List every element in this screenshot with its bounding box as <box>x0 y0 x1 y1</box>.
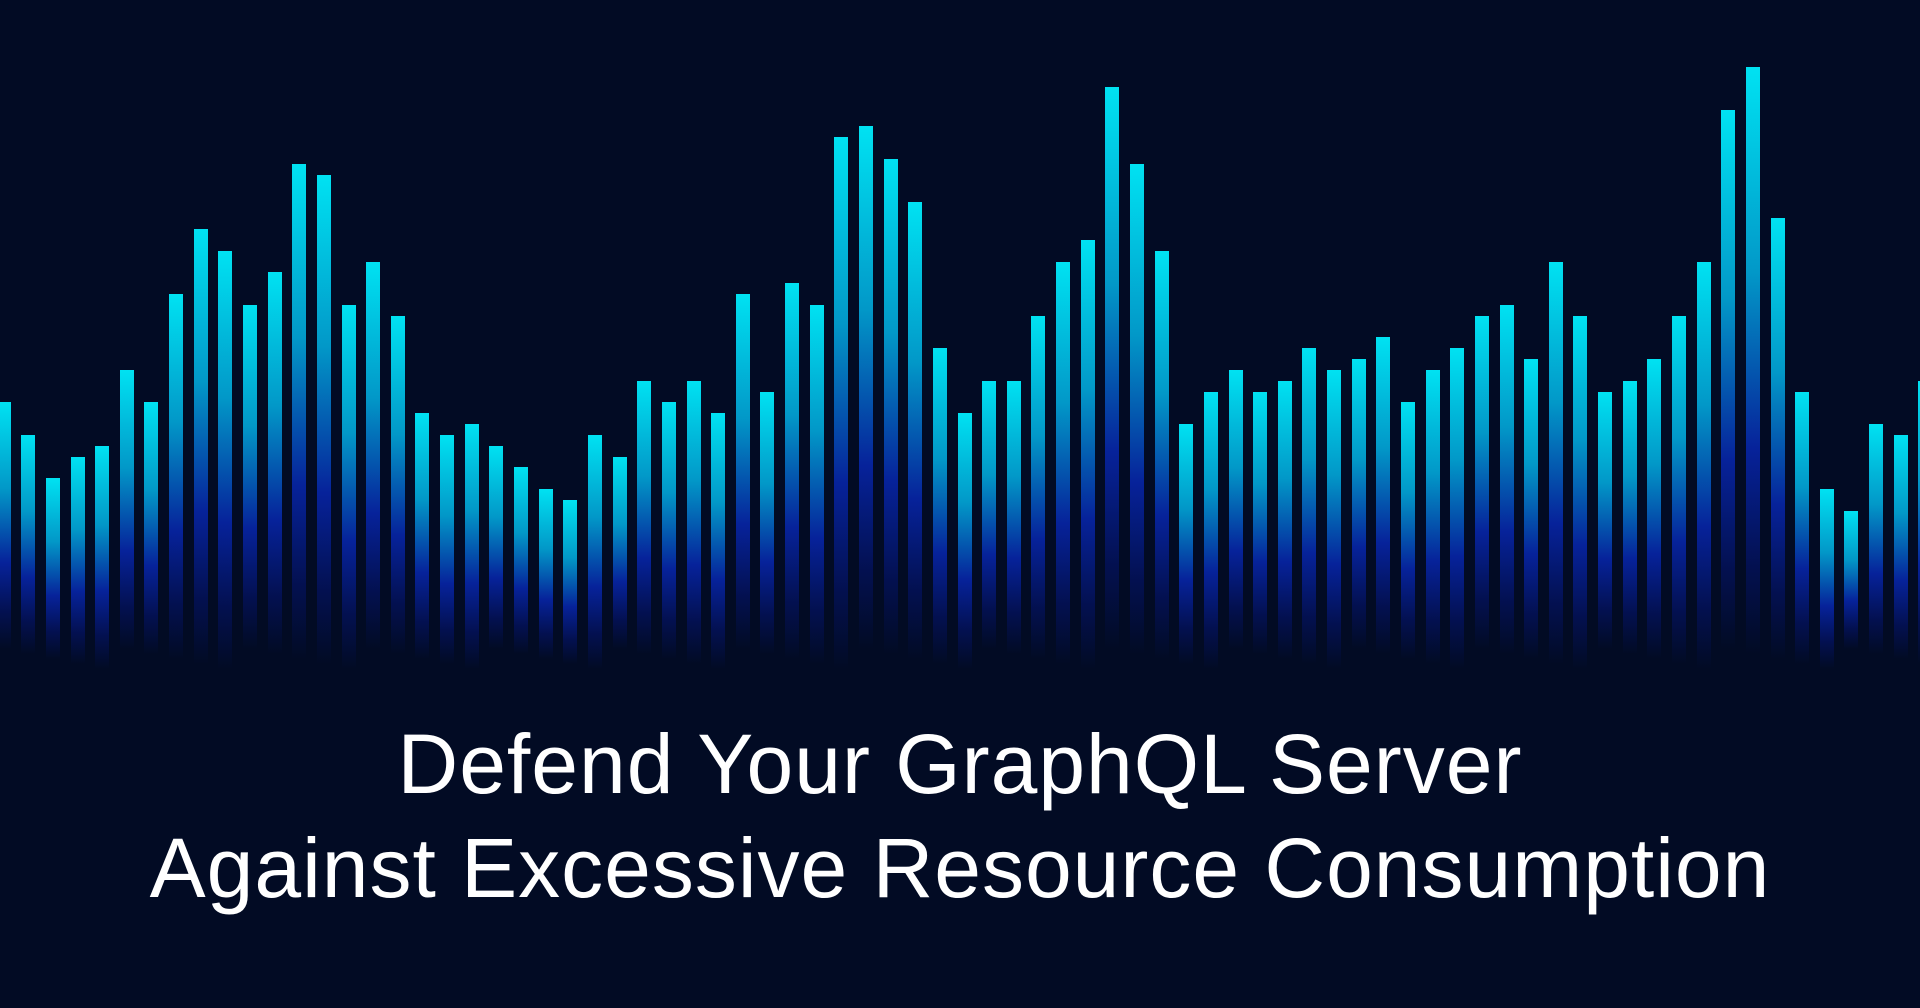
bar <box>489 445 504 649</box>
bar <box>587 434 602 669</box>
bar <box>415 412 430 659</box>
bar <box>193 228 208 664</box>
bar <box>760 391 775 654</box>
bar <box>218 251 233 669</box>
bar <box>1203 391 1218 669</box>
bar <box>514 466 529 654</box>
bar <box>1179 423 1194 664</box>
title-line-2: Against Excessive Resource Consumption <box>149 821 1771 915</box>
bar <box>341 304 356 669</box>
bar <box>45 477 60 659</box>
bar <box>538 488 553 659</box>
bar <box>95 445 110 669</box>
bar <box>1573 315 1588 669</box>
bar <box>785 282 800 659</box>
bar <box>1795 391 1810 664</box>
bar <box>366 262 381 649</box>
bar <box>809 304 824 664</box>
bar <box>661 401 676 659</box>
bar <box>70 456 85 664</box>
bar <box>1696 262 1711 669</box>
bar <box>1524 358 1539 659</box>
bar <box>1918 380 1920 664</box>
bar <box>1474 315 1489 649</box>
bar <box>1671 315 1686 664</box>
bar <box>858 126 873 649</box>
bar <box>1844 510 1859 649</box>
bar <box>1228 369 1243 649</box>
bar <box>908 202 923 659</box>
bar <box>982 380 997 649</box>
bar <box>1129 164 1144 654</box>
bar <box>119 369 134 649</box>
bar <box>1056 262 1071 664</box>
bar <box>1327 369 1342 669</box>
bar <box>1721 110 1736 649</box>
bar <box>1105 86 1120 649</box>
banner-title: Defend Your GraphQL Server Against Exces… <box>0 712 1920 920</box>
bar <box>834 137 849 669</box>
bar <box>464 423 479 669</box>
bar <box>1253 391 1268 654</box>
bar <box>637 380 652 654</box>
bar <box>316 175 331 664</box>
decorative-bar-visualization <box>0 67 1920 669</box>
bar <box>1770 217 1785 659</box>
bar <box>1376 336 1391 654</box>
bar <box>169 293 184 659</box>
bar <box>612 456 627 649</box>
bar <box>957 412 972 669</box>
bar <box>21 434 36 654</box>
bar <box>1598 391 1613 649</box>
bar <box>1745 67 1760 654</box>
bar <box>1450 347 1465 669</box>
bar <box>1622 380 1637 654</box>
bar <box>1400 401 1415 659</box>
bar <box>563 499 578 664</box>
title-line-1: Defend Your GraphQL Server <box>397 717 1523 811</box>
bar <box>1006 380 1021 654</box>
bar <box>1647 358 1662 659</box>
bar <box>243 304 258 649</box>
bar <box>1819 488 1834 669</box>
bar <box>1893 434 1908 659</box>
bar <box>440 434 455 664</box>
bar <box>1499 304 1514 654</box>
bar <box>1277 380 1292 659</box>
bar <box>711 412 726 669</box>
bar <box>390 315 405 654</box>
bar <box>1031 315 1046 659</box>
bar <box>1548 262 1563 664</box>
bar <box>883 159 898 654</box>
bar <box>1302 347 1317 664</box>
bar <box>144 401 159 654</box>
bar <box>1080 240 1095 669</box>
bar <box>1351 358 1366 649</box>
bar <box>686 380 701 664</box>
bar <box>1869 423 1884 654</box>
bar <box>0 401 11 649</box>
bar <box>1425 369 1440 664</box>
bar <box>1154 251 1169 659</box>
bar <box>735 293 750 649</box>
bar <box>292 164 307 659</box>
bar <box>267 271 282 654</box>
bar <box>932 347 947 664</box>
